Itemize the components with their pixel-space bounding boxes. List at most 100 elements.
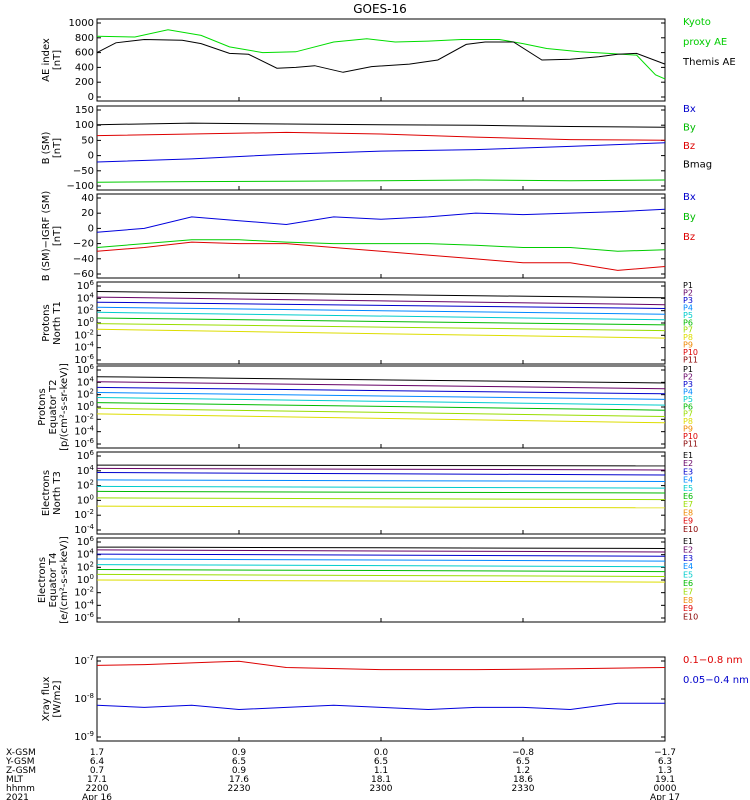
legend-entry: Bz [683,232,695,243]
footer-value: 18.1 [371,775,391,785]
y-tick-label: 10-8 [74,692,94,705]
y-tick-label: 106 [77,449,95,462]
footer-value: 2330 [512,784,535,794]
legend-entry: P1 [683,365,693,374]
legend-entry: P3 [683,296,693,305]
legend-entry: proxy AE [683,37,727,48]
footer-value: 2230 [228,784,251,794]
legend-entry: 0.05−0.4 nm [683,675,749,686]
legend-entry: E5 [683,571,693,580]
legend-entry: E1 [683,451,693,460]
series-p5 [96,311,666,321]
y-tick-label: 0 [88,92,94,103]
y-tick-label: 104 [77,464,95,477]
y-tick-label: 150 [75,105,94,116]
footer-value: 1.1 [374,766,388,776]
y-tick-label: 100 [75,120,94,131]
footer-value: −1.7 [654,748,676,758]
legend-entry: P8 [683,333,693,342]
y-axis-label: [nT] [52,138,63,158]
y-axis-label: Electrons [37,557,48,603]
y-tick-label: 200 [75,77,94,88]
series-e5 [96,485,666,489]
footer-value: 6.5 [374,757,388,767]
legend-entry: By [683,123,696,134]
y-axis-label: AE index [41,38,52,82]
footer-value: 19.1 [655,775,675,785]
legend-entry: E10 [683,613,698,622]
series-p1 [96,376,666,384]
y-tick-label: 106 [77,279,95,292]
legend-entry: P3 [683,380,693,389]
y-tick-label: 10-4 [74,598,94,611]
series-e6 [96,569,666,573]
y-axis-label: [p/(cm²-s-sr-keV)] [59,363,70,451]
y-tick-label: −50 [73,166,94,177]
series-0-1-0-8-nm [96,660,666,671]
y-tick-label: 10-4 [74,425,94,438]
y-axis-label: North T1 [52,301,63,345]
y-tick-label: 102 [77,388,94,401]
y-tick-label: 50 [81,135,94,146]
footer-value: 6.3 [658,757,672,767]
legend-entry: Bmag [683,160,712,171]
series-bz [96,241,666,271]
legend-entry: Kyoto [683,17,711,28]
legend-entry: E4 [683,562,693,571]
footer-value: 1.3 [658,766,672,776]
footer-value: 0.0 [374,748,389,758]
footer-row-label: X-GSM [6,748,36,758]
footer-value: 0000 [654,784,677,794]
legend-entry: E1 [683,537,693,546]
legend-entry: E6 [683,492,693,501]
legend-entry: E3 [683,554,693,563]
legend-entry: P5 [683,311,693,320]
series-p5 [96,397,666,406]
y-tick-label: 20 [81,208,94,219]
footer-value: 1.2 [516,766,530,776]
series-e1 [96,546,666,549]
legend-entry: E8 [683,508,693,517]
legend-entry: P5 [683,395,693,404]
series-e1 [96,464,666,467]
series-e4 [96,479,666,482]
y-tick-label: −40 [73,254,94,265]
series-0-05-0-4-nm [96,702,665,711]
series-bx [96,142,666,163]
y-axis-label: Equator T4 [48,553,59,608]
panel-ae: 1000 800 600 400 200 0 AE index [nT] Kyoto proxy … [41,17,736,103]
legend-entry: P6 [683,318,693,327]
series-e8 [96,505,666,509]
y-tick-label: 10-9 [74,730,94,743]
footer-value: 6.4 [90,757,105,767]
y-tick-label: −60 [73,269,94,280]
y-tick-label: 40 [81,193,94,204]
y-tick-label: 102 [77,304,94,317]
legend-entry: P10 [683,432,698,441]
footer-value: 6.5 [232,757,246,767]
legend-entry: P10 [683,348,698,357]
y-axis-label: [e/(cm²-s-sr-keV)] [59,536,70,624]
legend-entry: P6 [683,402,693,411]
footer-value: 0.9 [232,766,247,776]
legend-entry: E10 [683,525,698,534]
series-p4 [96,392,666,400]
series-p7 [96,323,666,332]
legend-entry: E2 [683,545,693,554]
y-tick-label: 102 [77,479,94,492]
y-axis-label: B (SM) [41,131,52,164]
y-tick-label: 0 [88,151,94,162]
legend-entry: P11 [683,356,698,365]
y-axis-label: [nT] [52,50,63,70]
legend-entry: P7 [683,410,693,419]
legend-entry: Bz [683,141,695,152]
series-p6 [96,402,666,411]
legend-entry: P4 [683,387,693,396]
y-axis-label: North T3 [52,471,63,515]
y-tick-label: −20 [73,239,94,250]
y-axis-label: [nT] [52,226,63,246]
panel-bigrf: 40 20 0 −20 −40 −60 B (SM)−IGRF (SM) [nT] Bx By Bz [41,191,696,282]
footer-value: 1.7 [90,748,104,758]
